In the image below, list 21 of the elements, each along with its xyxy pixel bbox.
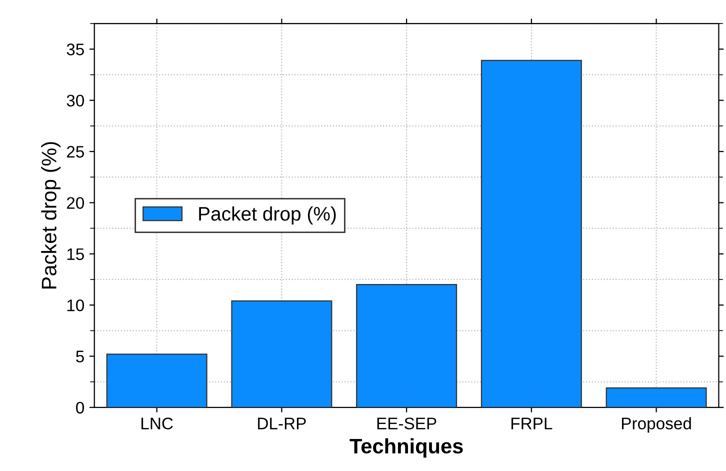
x-tick-label: LNC [142,418,173,430]
y-tick-label: 0 [76,402,84,414]
y-axis-title: Packet drop (%) [41,142,61,288]
y-tick-label: 25 [66,146,84,158]
bar [106,354,208,408]
bar [356,284,458,408]
y-tick-label: 15 [67,248,84,260]
bar [480,60,582,408]
y-tick-label: 30 [66,94,84,107]
y-tick-label: 5 [76,350,84,362]
bar [231,300,332,408]
bar [606,387,707,408]
x-tick-label: DL-RP [258,418,306,430]
x-axis-title: Techniques [350,438,463,458]
y-tick-label: 35 [66,44,84,56]
y-tick-label: 20 [66,197,84,209]
x-tick-label: EE-SEP [377,418,436,430]
legend-label: Packet drop (%) [199,206,336,225]
x-tick-label: Proposed [622,417,691,433]
y-tick-label: 10 [67,299,84,312]
x-tick-label: FRPL [512,418,552,430]
